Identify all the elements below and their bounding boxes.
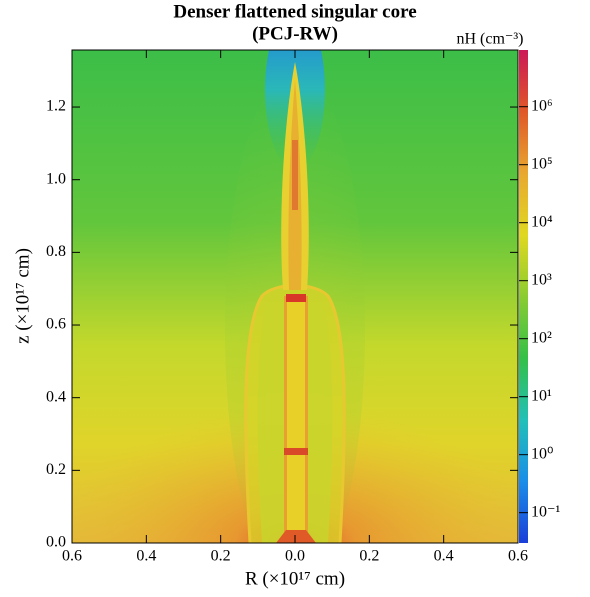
colorbar-tick-label: 10² bbox=[531, 329, 552, 346]
colorbar bbox=[519, 50, 528, 543]
colorbar-tick-label: 10⁰ bbox=[531, 445, 553, 462]
y-tick-label: 0.8 bbox=[46, 243, 66, 260]
x-tick-label: 0.2 bbox=[211, 548, 231, 565]
y-tick-label: 0.2 bbox=[46, 461, 66, 478]
y-tick-label: 0.6 bbox=[46, 316, 66, 333]
y-tick-label: 0.4 bbox=[46, 388, 66, 405]
x-axis-label: R (×10¹⁷ cm) bbox=[245, 568, 345, 589]
chart-subtitle: (PCJ-RW) bbox=[252, 23, 338, 44]
colorbar-tick-label: 10⁴ bbox=[531, 213, 553, 230]
x-tick-label: 0.2 bbox=[359, 548, 379, 565]
y-tick-label: 1.2 bbox=[46, 98, 66, 115]
x-tick-label: 0.6 bbox=[62, 548, 82, 565]
colorbar-tick-label: 10¹ bbox=[531, 387, 552, 404]
colorbar-tick-label: 10⁵ bbox=[531, 155, 553, 172]
y-tick-label: 1.0 bbox=[46, 170, 66, 187]
x-tick-label: 0.6 bbox=[508, 548, 528, 565]
colorbar-tick-label: 10⁶ bbox=[531, 97, 553, 114]
x-tick-label: 0.0 bbox=[285, 548, 305, 565]
colorbar-tick-label: 10⁻¹ bbox=[531, 503, 560, 520]
chart-title: Denser flattened singular core bbox=[173, 1, 416, 22]
y-tick-label: 0.0 bbox=[46, 534, 66, 551]
colorbar-label: nH (cm⁻³) bbox=[457, 31, 524, 48]
x-tick-label: 0.4 bbox=[434, 548, 454, 565]
y-axis-label: z (×10¹⁷ cm) bbox=[12, 248, 33, 344]
density-map bbox=[72, 50, 518, 543]
x-tick-label: 0.4 bbox=[136, 548, 156, 565]
colorbar-tick-label: 10³ bbox=[531, 271, 552, 288]
